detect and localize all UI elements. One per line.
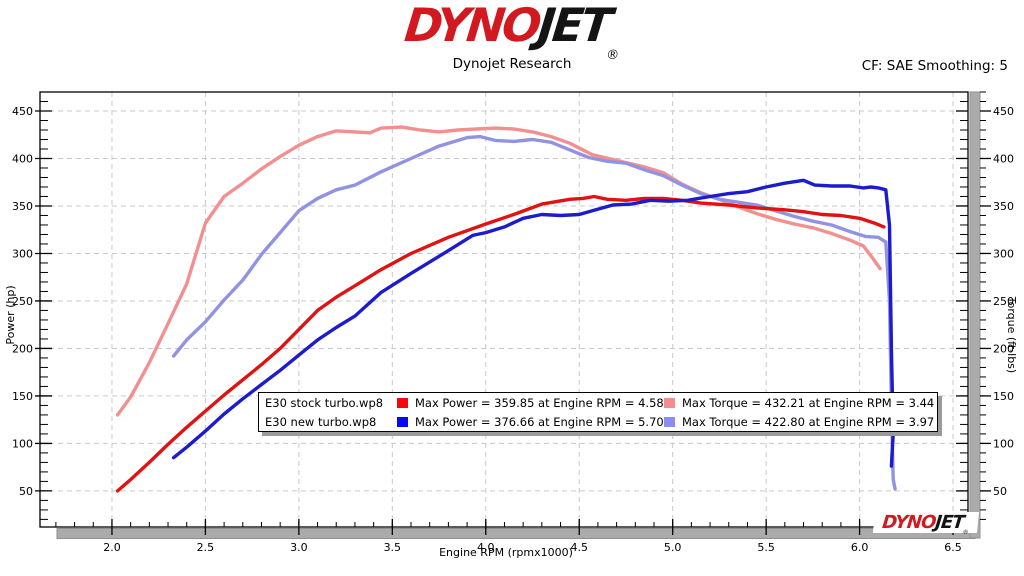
max-power-new: Max Power = 376.66 at Engine RPM = 5.70 bbox=[415, 414, 664, 429]
max-torque-stock: Max Torque = 432.21 at Engine RPM = 3.44 bbox=[682, 395, 935, 410]
power-swatch-stock bbox=[397, 397, 408, 408]
tick-label: 50 bbox=[19, 485, 33, 498]
tick-label: 250 bbox=[12, 295, 33, 308]
tick-label: 300 bbox=[993, 247, 1014, 260]
legend-row-stock: E30 stock turbo.wp8 Max Power = 359.85 a… bbox=[259, 393, 937, 412]
tick-label: 2.5 bbox=[197, 541, 215, 554]
zoom-scrollbars[interactable] bbox=[56, 91, 981, 539]
h-scrollbar[interactable] bbox=[56, 528, 976, 539]
tick-label: 5.0 bbox=[664, 541, 682, 554]
tick-label: 100 bbox=[993, 437, 1014, 450]
axis-tick-labels: 2.0 2.5 3.0 3.5 4.0 4.5 5.0 5.5 6.0 6.5 50 50 100 100… bbox=[12, 105, 1014, 554]
tick-label: 3.0 bbox=[290, 541, 308, 554]
legend-file-name: E30 new turbo.wp8 bbox=[265, 414, 377, 429]
tick-label: 4.5 bbox=[570, 541, 588, 554]
curve-e30-stock-turbo-wp8-torque bbox=[115, 125, 882, 417]
tick-label: 5.5 bbox=[757, 541, 775, 554]
chart-subtitle: Dynojet Research bbox=[452, 56, 572, 72]
tick-label: 250 bbox=[993, 295, 1014, 308]
watermark-registered-mark: ® bbox=[962, 529, 969, 536]
tick-label: 350 bbox=[993, 200, 1014, 213]
v-scrollbar[interactable] bbox=[969, 91, 981, 539]
correction-smoothing-label: CF: SAE Smoothing: 5 bbox=[861, 58, 1008, 74]
torque-swatch-new bbox=[664, 416, 675, 427]
dyno-curves bbox=[115, 125, 897, 493]
tick-label: 150 bbox=[993, 390, 1014, 403]
tick-label: 6.5 bbox=[944, 541, 962, 554]
watermark-jet-text: JET bbox=[934, 512, 965, 533]
grid-lines bbox=[40, 92, 968, 527]
max-power-stock: Max Power = 359.85 at Engine RPM = 4.58 bbox=[415, 395, 664, 410]
legend-box[interactable]: E30 stock turbo.wp8 Max Power = 359.85 a… bbox=[258, 392, 938, 432]
tick-label: 150 bbox=[12, 390, 33, 403]
dynojet-watermark-logo: DYNOJET® bbox=[872, 512, 980, 536]
x-axis-title: Engine RPM (rpmx1000) bbox=[439, 546, 573, 559]
curve-e30-stock-turbo-wp8-power bbox=[115, 194, 886, 493]
tick-label: 3.5 bbox=[384, 541, 402, 554]
curve-e30-new-turbo-wp8-torque bbox=[171, 134, 897, 491]
tick-label: 400 bbox=[993, 152, 1014, 165]
tick-label: 300 bbox=[12, 247, 33, 260]
tick-label: 4.0 bbox=[477, 541, 495, 554]
tick-label: 200 bbox=[12, 342, 33, 355]
tick-label: 400 bbox=[12, 152, 33, 165]
tick-label: 50 bbox=[993, 485, 1007, 498]
torque-swatch-stock bbox=[664, 397, 675, 408]
legend-row-new: E30 new turbo.wp8 Max Power = 376.66 at … bbox=[259, 412, 937, 431]
tick-label: 350 bbox=[12, 200, 33, 213]
curve-e30-new-turbo-wp8-power bbox=[171, 178, 895, 468]
y-axis-title-right: Torque (ft-lbs) bbox=[1005, 296, 1018, 373]
plot-border bbox=[39, 91, 969, 528]
tick-label: 2.0 bbox=[103, 541, 121, 554]
tick-label: 450 bbox=[12, 105, 33, 118]
tick-label: 200 bbox=[993, 342, 1014, 355]
axis-ticks bbox=[35, 91, 991, 535]
legend-file-name: E30 stock turbo.wp8 bbox=[265, 395, 384, 410]
y-axis-title-left: Power (hp) bbox=[4, 285, 17, 344]
max-torque-new: Max Torque = 422.80 at Engine RPM = 3.97 bbox=[682, 414, 935, 429]
axis-titles: Engine RPM (rpmx1000) Power (hp) Torque (f… bbox=[4, 285, 1018, 559]
tick-label: 450 bbox=[993, 105, 1014, 118]
power-swatch-new bbox=[397, 416, 408, 427]
tick-label: 100 bbox=[12, 437, 33, 450]
watermark-dyno-text: DYNO bbox=[881, 512, 937, 533]
tick-label: 6.0 bbox=[851, 541, 869, 554]
